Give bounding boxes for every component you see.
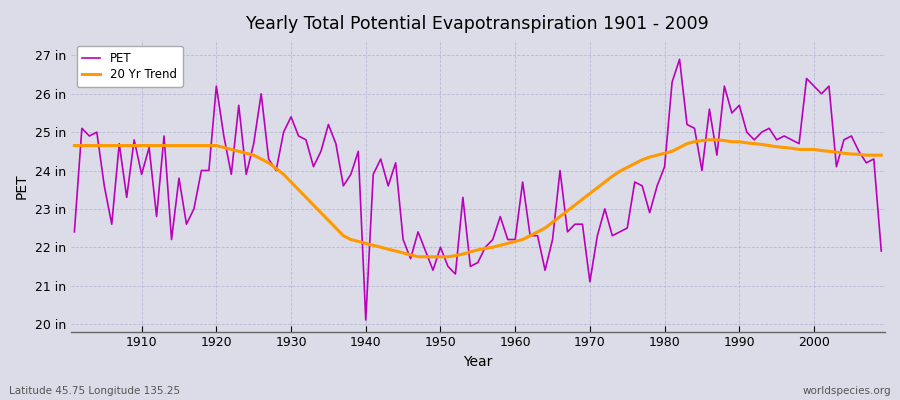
PET: [509, 237, 520, 242]
PET: [338, 184, 349, 188]
PET: [69, 230, 80, 234]
20 Yr Trend: [518, 237, 528, 242]
PET: [293, 134, 304, 138]
Text: Latitude 45.75 Longitude 135.25: Latitude 45.75 Longitude 135.25: [9, 386, 180, 396]
Text: worldspecies.org: worldspecies.org: [803, 386, 891, 396]
X-axis label: Year: Year: [464, 355, 492, 369]
Legend: PET, 20 Yr Trend: PET, 20 Yr Trend: [76, 46, 183, 87]
20 Yr Trend: [129, 143, 140, 148]
20 Yr Trend: [704, 138, 715, 142]
PET: [518, 180, 528, 184]
Title: Yearly Total Potential Evapotranspiration 1901 - 2009: Yearly Total Potential Evapotranspiratio…: [247, 15, 709, 33]
Y-axis label: PET: PET: [15, 173, 29, 199]
20 Yr Trend: [293, 187, 304, 192]
20 Yr Trend: [413, 254, 424, 259]
PET: [674, 57, 685, 62]
PET: [876, 249, 886, 254]
Line: PET: PET: [75, 59, 881, 320]
PET: [129, 138, 140, 142]
20 Yr Trend: [876, 153, 886, 158]
20 Yr Trend: [338, 233, 349, 238]
PET: [360, 318, 371, 322]
Line: 20 Yr Trend: 20 Yr Trend: [75, 140, 881, 257]
PET: [607, 233, 617, 238]
20 Yr Trend: [509, 239, 520, 244]
20 Yr Trend: [607, 174, 617, 179]
20 Yr Trend: [69, 143, 80, 148]
